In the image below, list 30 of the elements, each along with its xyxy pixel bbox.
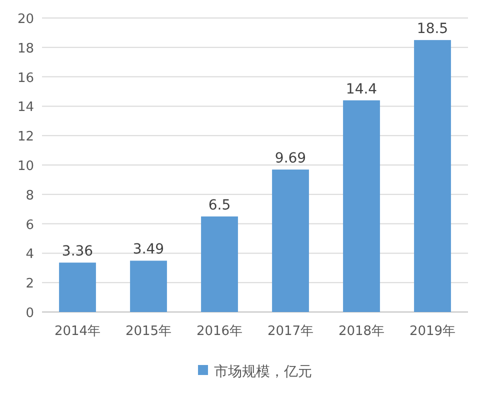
- x-tick-label: 2016年: [196, 324, 243, 339]
- bar: [130, 260, 167, 312]
- bar: [414, 40, 451, 312]
- x-tick-label: 2018年: [338, 324, 385, 339]
- y-tick-label: 16: [17, 70, 34, 86]
- x-tick-label: 2019年: [409, 324, 456, 339]
- y-tick-label: 10: [17, 159, 34, 174]
- y-tick-label: 2: [26, 276, 34, 292]
- y-tick-label: 0: [26, 306, 34, 321]
- bar: [272, 170, 309, 312]
- data-label: 6.5: [208, 197, 231, 214]
- y-tick-label: 14: [17, 100, 34, 116]
- legend-label: 市场规模，亿元: [214, 364, 312, 380]
- data-label: 3.36: [62, 244, 94, 260]
- y-tick-label: 6: [26, 218, 34, 233]
- data-label: 18.5: [416, 21, 448, 38]
- data-label: 3.49: [132, 242, 164, 258]
- x-tick-label: 2014年: [54, 324, 101, 339]
- bar: [59, 262, 96, 312]
- x-tick-label: 2017年: [267, 324, 314, 339]
- y-tick-label: 20: [17, 12, 34, 27]
- x-tick-label: 2015年: [125, 324, 172, 339]
- bar: [343, 100, 380, 312]
- data-label: 9.69: [274, 150, 306, 167]
- y-tick-label: 8: [26, 188, 34, 204]
- y-tick-label: 12: [17, 130, 34, 145]
- data-label: 14.4: [346, 81, 378, 98]
- y-tick-label: 4: [26, 247, 34, 262]
- y-tick-label: 18: [17, 41, 34, 56]
- bar: [201, 216, 238, 312]
